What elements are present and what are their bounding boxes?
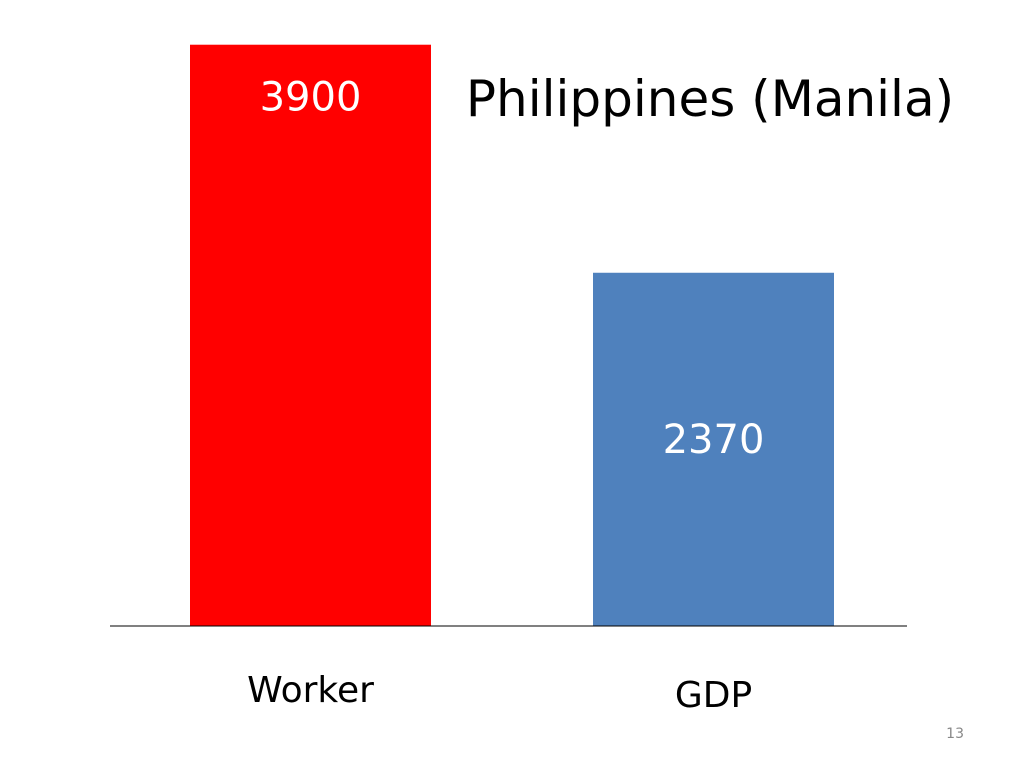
category-label-gdp: GDP <box>675 675 752 716</box>
bars-layer <box>190 44 834 626</box>
bar-gdp <box>593 272 834 626</box>
labels-layer: 3900 Worker 2370 GDP <box>247 75 764 716</box>
page-number: 13 <box>946 726 964 742</box>
data-label-gdp: 2370 <box>663 417 765 463</box>
bar-worker <box>190 44 431 626</box>
data-label-worker: 3900 <box>260 75 362 121</box>
category-label-worker: Worker <box>247 670 374 711</box>
chart-title: Philippines (Manila) <box>466 70 954 128</box>
